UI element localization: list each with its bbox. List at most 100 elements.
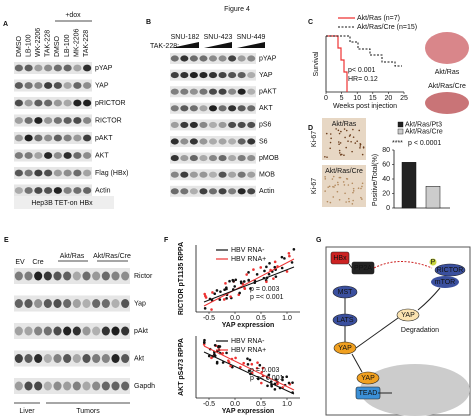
scatter-point xyxy=(280,255,284,259)
blot-band xyxy=(247,171,256,178)
ihc-dot xyxy=(361,198,363,200)
blot-band xyxy=(44,64,53,72)
blot-band xyxy=(218,121,227,128)
cell-line: SNU-182 xyxy=(171,34,200,41)
axis-title: Survival xyxy=(313,51,320,76)
scatter-point xyxy=(231,278,235,282)
scatter-point xyxy=(210,356,213,360)
y-tick-label: 20 xyxy=(382,190,390,197)
scatter-point xyxy=(274,378,278,381)
blot-band xyxy=(44,152,53,159)
blot-band xyxy=(44,169,53,177)
blot-band xyxy=(208,105,218,112)
blot-band xyxy=(63,299,72,308)
scatter-point xyxy=(213,352,216,356)
axis-title: Positive/Total(%) xyxy=(372,154,379,206)
row-label: pAkt xyxy=(134,328,148,335)
ihc-dot xyxy=(337,141,340,143)
blot-band xyxy=(34,326,43,336)
stain-label: Ki-67 xyxy=(311,178,318,194)
blot-band xyxy=(170,188,179,195)
scatter-point xyxy=(213,292,217,296)
blot-band xyxy=(72,326,81,336)
treatment-label: TAK-228: xyxy=(150,43,179,50)
panel-label: E xyxy=(4,237,9,244)
ihc-dot xyxy=(359,145,362,147)
scatter-point xyxy=(204,294,207,298)
rule xyxy=(203,266,295,303)
scatter-point xyxy=(276,382,279,386)
scatter-point xyxy=(234,278,238,282)
lane-label: TAK-228 xyxy=(45,30,52,57)
ihc-dot xyxy=(354,142,357,144)
blot-band xyxy=(53,187,62,194)
blot-band xyxy=(180,171,189,178)
blot-band xyxy=(24,99,33,107)
blot-band xyxy=(44,99,53,107)
blot-band xyxy=(34,117,43,124)
scatter-point xyxy=(246,363,250,366)
scatter-point xyxy=(250,362,254,366)
axis-title: AKT pS473 RPPA xyxy=(178,338,185,396)
blot-band xyxy=(53,271,62,281)
ihc-dot xyxy=(328,185,331,188)
scatter-point xyxy=(256,377,260,381)
ihc-dot xyxy=(362,146,365,149)
blot-band xyxy=(180,55,189,62)
blot-band xyxy=(63,187,72,194)
ihc-dot xyxy=(345,129,348,132)
blot-strip xyxy=(170,136,256,147)
rule xyxy=(351,353,363,373)
scatter-point xyxy=(285,270,289,273)
ihc-dot xyxy=(358,129,361,132)
scatter-point xyxy=(233,285,237,288)
node xyxy=(396,308,420,322)
row-label: Rictor xyxy=(134,273,153,280)
row-label: pRICTOR xyxy=(95,100,126,107)
blot-band xyxy=(247,138,256,145)
blot-band xyxy=(73,64,82,72)
scatter-point xyxy=(281,378,284,382)
blot-band xyxy=(63,99,72,107)
ihc-dot xyxy=(326,156,328,158)
blot-band xyxy=(92,381,101,391)
blot-band xyxy=(111,354,120,363)
ihc-dot xyxy=(332,196,335,198)
scatter-point xyxy=(272,277,275,280)
blot-band xyxy=(44,134,53,142)
blot-band xyxy=(111,299,120,308)
blot-band xyxy=(180,121,189,128)
blot-strip xyxy=(14,62,92,74)
lane-label: WK-2206 xyxy=(35,28,42,57)
blot-band xyxy=(237,188,246,195)
scatter-point xyxy=(246,357,249,360)
row-label: Actin xyxy=(95,187,111,194)
scatter-point xyxy=(242,361,245,365)
node-label: Degradation xyxy=(401,327,439,334)
blot-strip xyxy=(170,169,256,181)
blot-band xyxy=(72,271,81,281)
blot-band xyxy=(24,169,33,177)
ihc-dot xyxy=(327,186,329,188)
blot-band xyxy=(228,55,237,62)
blot-band xyxy=(63,169,72,177)
scatter-point xyxy=(247,279,251,282)
x-tick-label: 0.5 xyxy=(256,315,266,322)
ihc-dot xyxy=(352,128,354,131)
blot-band xyxy=(83,99,92,107)
blot-band xyxy=(189,105,198,112)
annotation: p < 0.0001 xyxy=(408,140,441,147)
ihc-dot xyxy=(345,201,347,203)
blot-band xyxy=(34,354,43,363)
blot-strip xyxy=(14,184,92,197)
blot-band xyxy=(121,299,130,308)
cell-line: SNU-423 xyxy=(204,34,233,41)
row-label: Gapdh xyxy=(134,383,155,390)
ihc-dot xyxy=(352,190,355,192)
dose-triangle xyxy=(204,42,232,48)
stain-label: Ki-67 xyxy=(311,131,318,147)
blot-band xyxy=(34,152,43,159)
ihc-dot xyxy=(324,190,326,192)
bar xyxy=(425,186,441,209)
blot-band xyxy=(237,105,246,112)
